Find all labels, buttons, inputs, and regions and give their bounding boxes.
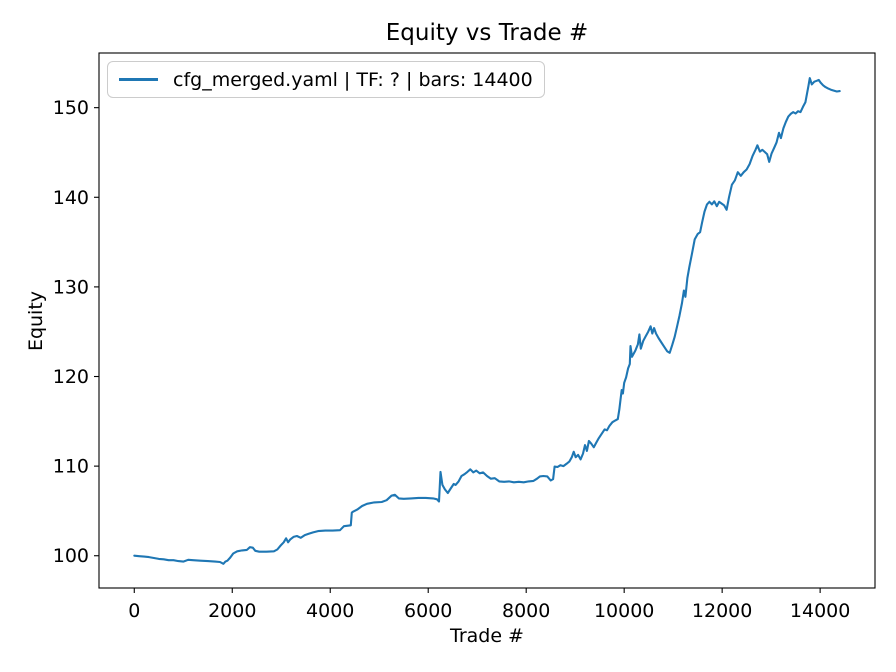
x-tick-label: 2000 [208, 600, 256, 622]
x-tick-label: 14000 [790, 600, 850, 622]
y-tick-label: 110 [53, 456, 89, 478]
y-tick-label: 130 [53, 276, 89, 298]
chart-title: Equity vs Trade # [385, 20, 589, 46]
axis-ticks: 0 2000 4000 6000 8000 10000 12000 14000 100 110 12… [53, 97, 851, 622]
x-tick-label: 12000 [692, 600, 752, 622]
y-tick-label: 150 [53, 97, 89, 119]
equity-line [133, 77, 841, 565]
y-tick-label: 100 [53, 545, 89, 567]
legend: cfg_merged.yaml | TF: ? | bars: 14400 [107, 61, 545, 98]
legend-line-sample [119, 78, 158, 81]
axes-frame [98, 52, 876, 589]
x-tick-label: 10000 [594, 600, 654, 622]
x-tick-label: 6000 [404, 600, 452, 622]
x-tick-label: 4000 [306, 600, 354, 622]
x-axis-label: Trade # [450, 625, 524, 647]
x-tick-label: 0 [128, 600, 140, 622]
y-tick-label: 140 [53, 187, 89, 209]
y-tick-label: 120 [53, 366, 89, 388]
legend-label: cfg_merged.yaml | TF: ? | bars: 14400 [173, 68, 533, 91]
y-axis-label: Equity [25, 290, 47, 352]
x-tick-label: 8000 [502, 600, 550, 622]
